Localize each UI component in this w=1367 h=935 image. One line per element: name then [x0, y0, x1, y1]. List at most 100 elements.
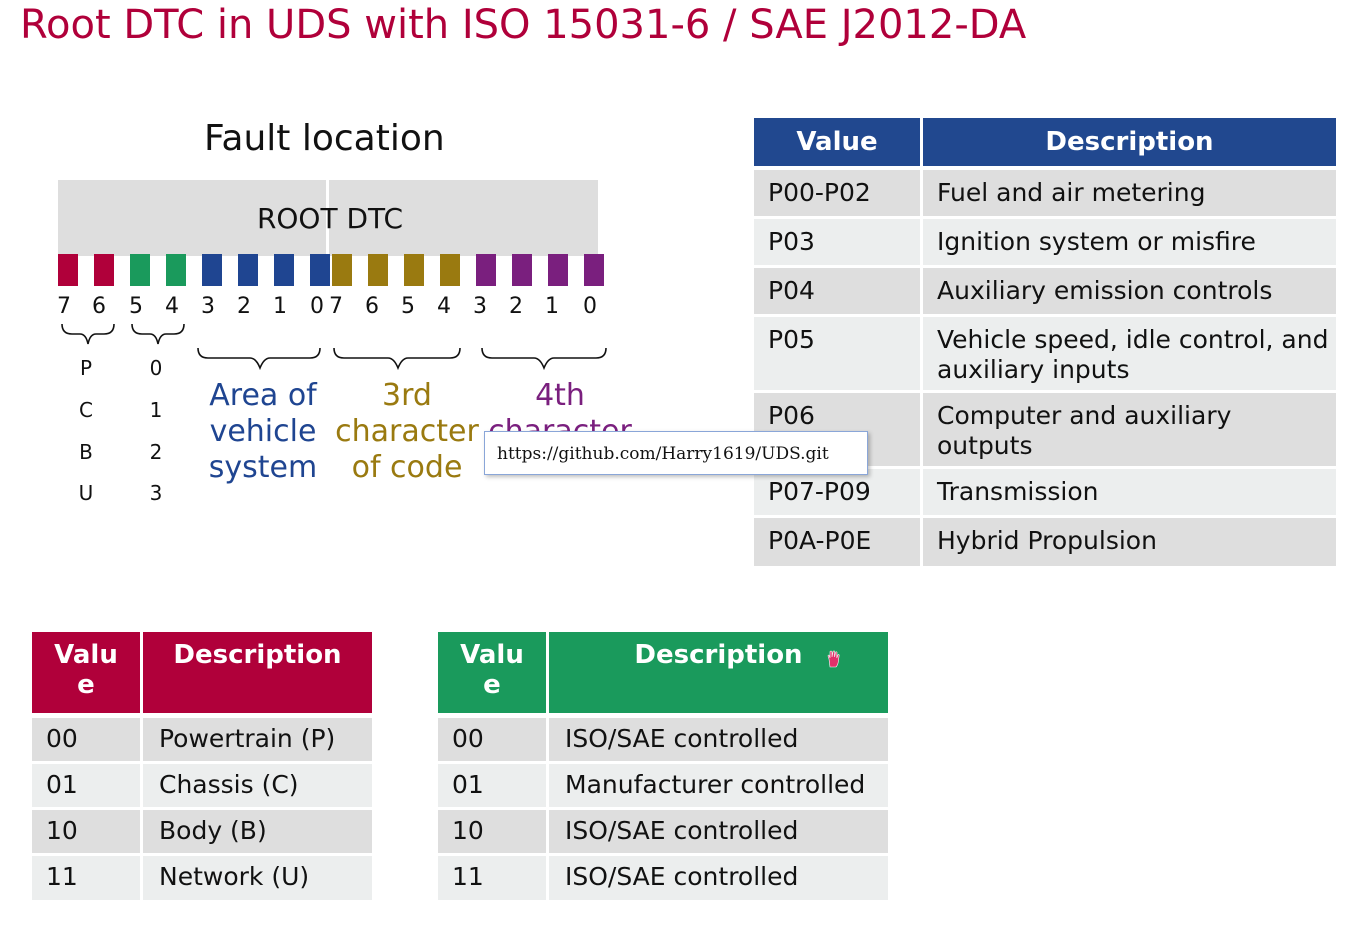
second-char-digit: 3 [149, 481, 163, 505]
table-header-row: Valu e Description [32, 632, 372, 718]
bit-number: 1 [545, 294, 559, 319]
value-column-header: Valu e [32, 632, 143, 718]
value-cell: 10 [32, 810, 143, 856]
value-cell: 11 [438, 856, 549, 900]
first-char-letter: U [78, 481, 94, 505]
brace-group [61, 323, 607, 371]
table-row: P03 Ignition system or misfire [754, 219, 1336, 268]
table-row: 10 ISO/SAE controlled [438, 810, 888, 856]
bit-block [440, 254, 460, 286]
bit-block [310, 254, 330, 286]
area-line1: Area of [209, 378, 317, 413]
bit-number: 0 [583, 294, 597, 319]
table-row: 01 Chassis (C) [32, 764, 372, 810]
value-column-header: Value [754, 118, 923, 170]
table-row: 11 Network (U) [32, 856, 372, 900]
table-header-row: Value Description [754, 118, 1336, 170]
description-column-header: Description [143, 632, 372, 718]
value-header-line1: Valu [54, 640, 118, 670]
second-char-digit: 1 [149, 398, 163, 422]
bit-number: 7 [329, 294, 343, 319]
area-line2: vehicle [209, 414, 317, 449]
table-row: 01 Manufacturer controlled [438, 764, 888, 810]
bit-block [58, 254, 78, 286]
controlled-by-table: Valu e Description 00 ISO/SAE controlled 0… [438, 632, 888, 900]
brace-fourth [481, 347, 607, 371]
root-dtc-box [58, 180, 598, 256]
vehicle-system-table: Value Description P00-P02 Fuel and air me… [754, 118, 1336, 566]
description-cell: Powertrain (P) [143, 718, 372, 764]
third-line1: 3rd [382, 378, 432, 413]
bit-number: 5 [129, 294, 143, 319]
description-column-header: Description [923, 118, 1336, 170]
table-row: 11 ISO/SAE controlled [438, 856, 888, 900]
description-cell: ISO/SAE controlled [549, 810, 888, 856]
root-dtc-label: ROOT DTC [256, 202, 404, 235]
bit-number: 2 [509, 294, 523, 319]
bit-block [476, 254, 496, 286]
bit-number: 6 [92, 294, 106, 319]
fault-location-title: Fault location [204, 118, 445, 159]
brace-second-char [131, 323, 185, 345]
bit-number: 4 [165, 294, 179, 319]
hand-cursor-icon [827, 650, 840, 668]
value-column-header: Valu e [438, 632, 549, 718]
description-cell: Transmission [923, 469, 1336, 518]
value-cell: 00 [438, 718, 549, 764]
value-cell: 11 [32, 856, 143, 900]
table-row: 10 Body (B) [32, 810, 372, 856]
url-tooltip: https://github.com/Harry1619/UDS.git [484, 431, 868, 475]
table-row: P04 Auxiliary emission controls [754, 268, 1336, 317]
description-cell: ISO/SAE controlled [549, 856, 888, 900]
description-cell: Network (U) [143, 856, 372, 900]
slide-title: Root DTC in UDS with ISO 15031-6 / SAE J… [20, 2, 1027, 48]
bit-block [274, 254, 294, 286]
domain-table: Valu e Description 00 Powertrain (P) 01 Cha… [32, 632, 372, 900]
bit-block [332, 254, 352, 286]
table-row: P07-P09 Transmission [754, 469, 1336, 518]
table-row: P00-P02 Fuel and air metering [754, 170, 1336, 219]
brace-area [197, 347, 321, 371]
first-char-letter: B [79, 440, 93, 464]
bit-block [584, 254, 604, 286]
bit-number: 7 [57, 294, 71, 319]
value-cell: P07-P09 [754, 469, 923, 518]
description-cell: Fuel and air metering [923, 170, 1336, 219]
table-header-row: Valu e Description [438, 632, 888, 718]
bit-block [130, 254, 150, 286]
description-cell: ISO/SAE controlled [549, 718, 888, 764]
description-cell: Hybrid Propulsion [923, 518, 1336, 566]
value-cell: P00-P02 [754, 170, 923, 219]
bit-number: 3 [473, 294, 487, 319]
bit-number: 0 [310, 294, 324, 319]
bit-block [166, 254, 186, 286]
description-cell: Body (B) [143, 810, 372, 856]
table-row: 00 Powertrain (P) [32, 718, 372, 764]
description-cell: Chassis (C) [143, 764, 372, 810]
bit-number: 6 [365, 294, 379, 319]
value-cell: 10 [438, 810, 549, 856]
bit-number: 4 [437, 294, 451, 319]
value-cell: 00 [32, 718, 143, 764]
table-row: 00 ISO/SAE controlled [438, 718, 888, 764]
value-header-line2: e [483, 670, 501, 700]
bit-block [368, 254, 388, 286]
bit-number: 3 [201, 294, 215, 319]
bit-block [202, 254, 222, 286]
area-of-vehicle-system-label: Area of vehicle system [190, 378, 336, 486]
value-cell: P04 [754, 268, 923, 317]
description-column-header: Description [549, 632, 888, 718]
bit-block [404, 254, 424, 286]
description-cell: Vehicle speed, idle control, and auxilia… [923, 317, 1336, 393]
table-row: P06 Computer and auxiliary outputs [754, 393, 1336, 469]
third-character-label: 3rd character of code [332, 378, 482, 486]
second-char-digit: 2 [149, 440, 163, 464]
bit-number: 2 [237, 294, 251, 319]
value-header-line1: Valu [460, 640, 524, 670]
description-cell: Computer and auxiliary outputs [923, 393, 1336, 469]
bit-block [548, 254, 568, 286]
second-char-digit: 0 [149, 356, 163, 380]
brace-first-char [61, 323, 115, 345]
first-char-letter: C [79, 398, 93, 422]
area-line3: system [208, 450, 318, 485]
